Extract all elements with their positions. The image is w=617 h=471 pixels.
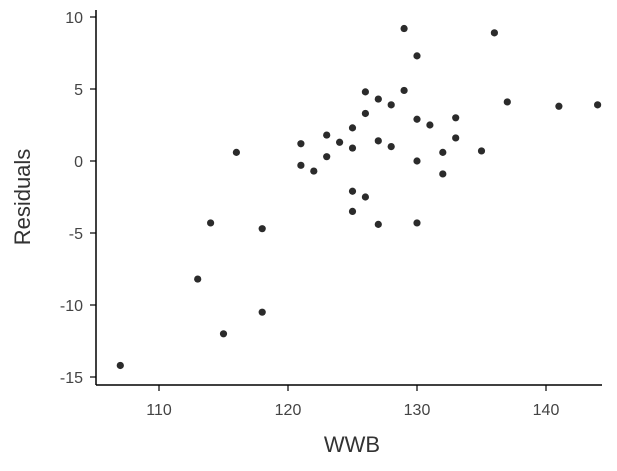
data-point (477, 147, 486, 155)
data-point (336, 138, 344, 146)
y-tick-label: -15 (60, 370, 83, 387)
data-point (348, 207, 357, 215)
data-points (116, 24, 602, 370)
data-point (323, 131, 331, 139)
data-point (258, 225, 266, 233)
data-point (439, 170, 447, 178)
data-point (503, 98, 511, 106)
data-point (374, 220, 382, 228)
data-point (452, 114, 460, 122)
data-point (413, 115, 421, 123)
x-axis-title: WWB (324, 432, 380, 457)
x-tick-label: 120 (275, 402, 302, 419)
data-point (297, 140, 305, 148)
data-point (413, 52, 421, 60)
data-point (348, 124, 357, 132)
data-point (413, 157, 421, 165)
x-tick-label: 140 (533, 402, 560, 419)
data-point (426, 121, 434, 129)
data-point (348, 187, 357, 195)
data-point (594, 101, 602, 109)
data-point (219, 330, 228, 338)
data-point (439, 148, 447, 156)
data-point (387, 143, 395, 151)
data-point (348, 144, 357, 152)
data-point (361, 88, 369, 96)
y-tick-label: -10 (60, 298, 83, 315)
data-point (452, 134, 460, 142)
axes (95, 10, 602, 386)
data-point (194, 275, 202, 283)
data-point (374, 95, 382, 103)
data-point (387, 101, 395, 109)
x-axis-ticks: 110 120 130 140 (146, 385, 559, 419)
x-tick-label: 130 (404, 402, 431, 419)
y-tick-label: 0 (74, 154, 83, 171)
y-tick-label: 5 (74, 82, 83, 99)
y-axis-ticks: 10 5 0 -5 -10 -15 (60, 10, 96, 387)
y-axis-title: Residuals (10, 149, 35, 246)
data-point (310, 167, 318, 175)
data-point (374, 137, 382, 145)
data-point (361, 109, 369, 118)
data-point (258, 308, 266, 316)
data-point (323, 153, 331, 161)
data-point (413, 219, 421, 227)
data-point (555, 102, 563, 110)
y-tick-label: 10 (65, 10, 83, 27)
data-point (232, 148, 240, 156)
x-tick-label: 110 (146, 402, 172, 419)
data-point (400, 86, 408, 95)
y-tick-label: -5 (69, 226, 83, 243)
data-point (207, 219, 215, 227)
data-point (297, 161, 305, 169)
data-point (116, 361, 124, 370)
data-point (490, 29, 498, 37)
data-point (400, 24, 408, 33)
data-point (361, 193, 369, 201)
